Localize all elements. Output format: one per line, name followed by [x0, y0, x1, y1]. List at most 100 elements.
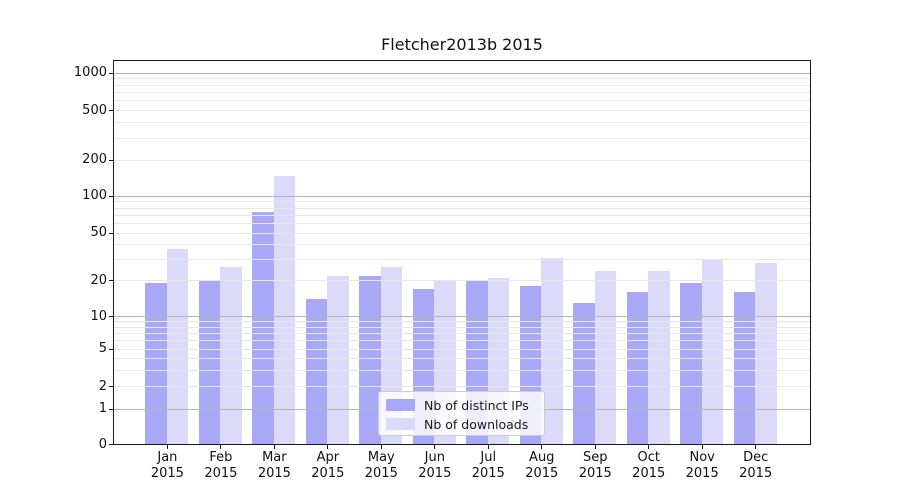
y-tick-label: 200 — [82, 152, 107, 167]
y-tick-mark — [109, 348, 113, 350]
x-tick-mark — [487, 445, 489, 449]
gridline-minor — [114, 280, 810, 282]
x-tick-month: Jun — [424, 450, 445, 465]
x-tick-mark — [755, 445, 757, 449]
y-tick-label: 1000 — [73, 65, 107, 80]
bar-downloads-jan — [166, 248, 189, 445]
x-tick-month: Oct — [637, 450, 660, 465]
bar-distinct-ips-dec — [733, 292, 756, 445]
y-tick-mark — [109, 232, 113, 234]
x-tick-month: Sep — [582, 450, 608, 465]
y-tick-mark — [109, 408, 113, 410]
x-tick-year: 2015 — [204, 466, 238, 481]
gridline-minor — [114, 321, 810, 323]
y-tick-mark — [109, 444, 113, 445]
x-tick-label: Dec 2015 — [721, 450, 791, 482]
x-tick-mark — [166, 445, 168, 449]
y-tick-label: 20 — [90, 272, 107, 288]
y-tick-label: 2 — [98, 378, 107, 394]
gridline-minor — [114, 159, 810, 161]
bar-distinct-ips-may — [359, 275, 381, 445]
legend-swatch — [386, 399, 415, 411]
y-tick-mark — [109, 280, 113, 282]
x-tick-label: May 2015 — [346, 450, 416, 482]
gridline-major — [114, 316, 810, 318]
bar-distinct-ips-mar — [252, 211, 274, 445]
gridline-minor — [114, 369, 810, 371]
x-tick-mark — [701, 445, 703, 449]
y-tick-label: 50 — [90, 225, 107, 241]
legend-label: Nb of downloads — [424, 416, 529, 432]
gridline-minor — [114, 340, 810, 342]
bar-downloads-nov — [701, 259, 724, 445]
y-tick-label: 0 — [98, 436, 107, 452]
x-tick-month: Mar — [262, 450, 287, 465]
x-tick-year: 2015 — [150, 466, 184, 481]
y-tick-mark — [109, 72, 113, 74]
gridline-minor — [114, 110, 810, 112]
bar-downloads-mar — [273, 175, 296, 445]
legend: Nb of distinct IPs Nb of downloads — [378, 391, 545, 436]
bar-distinct-ips-apr — [305, 299, 328, 445]
x-tick-mark — [273, 445, 275, 449]
bar-distinct-ips-oct — [626, 292, 649, 445]
x-tick-month: Dec — [743, 450, 769, 465]
x-tick-month: Aug — [529, 450, 555, 465]
gridline-minor — [114, 91, 810, 93]
x-tick-label: Mar 2015 — [239, 450, 309, 482]
y-tick-mark — [109, 195, 113, 197]
x-tick-mark — [594, 445, 596, 449]
gridline-minor — [114, 122, 810, 124]
y-tick-mark — [109, 316, 113, 318]
bar-downloads-oct — [648, 271, 670, 445]
gridline-major — [114, 72, 810, 74]
y-tick-label: 100 — [82, 188, 107, 204]
x-tick-year: 2015 — [685, 466, 719, 481]
x-tick-label: Jun 2015 — [400, 450, 470, 482]
x-tick-mark — [648, 445, 650, 449]
bar-distinct-ips-jan — [145, 283, 167, 445]
gridline-minor — [114, 244, 810, 246]
y-tick-mark — [109, 386, 113, 388]
bar-downloads-aug — [541, 258, 563, 445]
x-tick-month: Apr — [316, 450, 340, 465]
legend-label: Nb of distinct IPs — [424, 397, 529, 413]
legend-row: Nb of distinct IPs — [379, 396, 544, 414]
y-tick-mark — [109, 159, 113, 161]
y-tick-label: 1 — [98, 401, 107, 416]
bar-downloads-apr — [327, 275, 349, 445]
x-tick-mark — [434, 445, 436, 449]
gridline-minor — [114, 84, 810, 86]
bar-distinct-ips-sep — [573, 303, 595, 445]
gridline-minor — [114, 100, 810, 102]
x-tick-year: 2015 — [525, 466, 559, 481]
x-tick-mark — [327, 445, 329, 449]
x-tick-month: May — [367, 450, 395, 465]
x-tick-month: Jul — [480, 450, 497, 465]
x-tick-year: 2015 — [418, 466, 452, 481]
gridline-minor — [114, 137, 810, 139]
bar-distinct-ips-feb — [198, 280, 221, 445]
x-tick-label: Nov 2015 — [667, 450, 737, 482]
gridline-minor — [114, 348, 810, 350]
x-tick-label: Oct 2015 — [614, 450, 684, 482]
y-tick-label: 10 — [90, 308, 107, 324]
y-tick-label: 5 — [98, 341, 107, 357]
x-tick-label: Apr 2015 — [293, 450, 363, 482]
legend-swatch — [386, 418, 415, 430]
x-tick-label: Aug 2015 — [507, 450, 577, 482]
x-tick-month: Jan — [157, 450, 178, 465]
x-tick-year: 2015 — [471, 466, 505, 481]
x-tick-month: Nov — [689, 450, 715, 465]
gridline-minor — [114, 332, 810, 334]
gridline-major — [114, 195, 810, 197]
legend-row: Nb of downloads — [379, 415, 544, 433]
x-tick-month: Feb — [209, 450, 233, 465]
x-tick-mark — [220, 445, 222, 449]
x-tick-year: 2015 — [364, 466, 398, 481]
gridline-minor — [114, 223, 810, 225]
gridline-minor — [114, 214, 810, 216]
x-tick-year: 2015 — [739, 466, 773, 481]
y-tick-label: 500 — [82, 102, 107, 118]
